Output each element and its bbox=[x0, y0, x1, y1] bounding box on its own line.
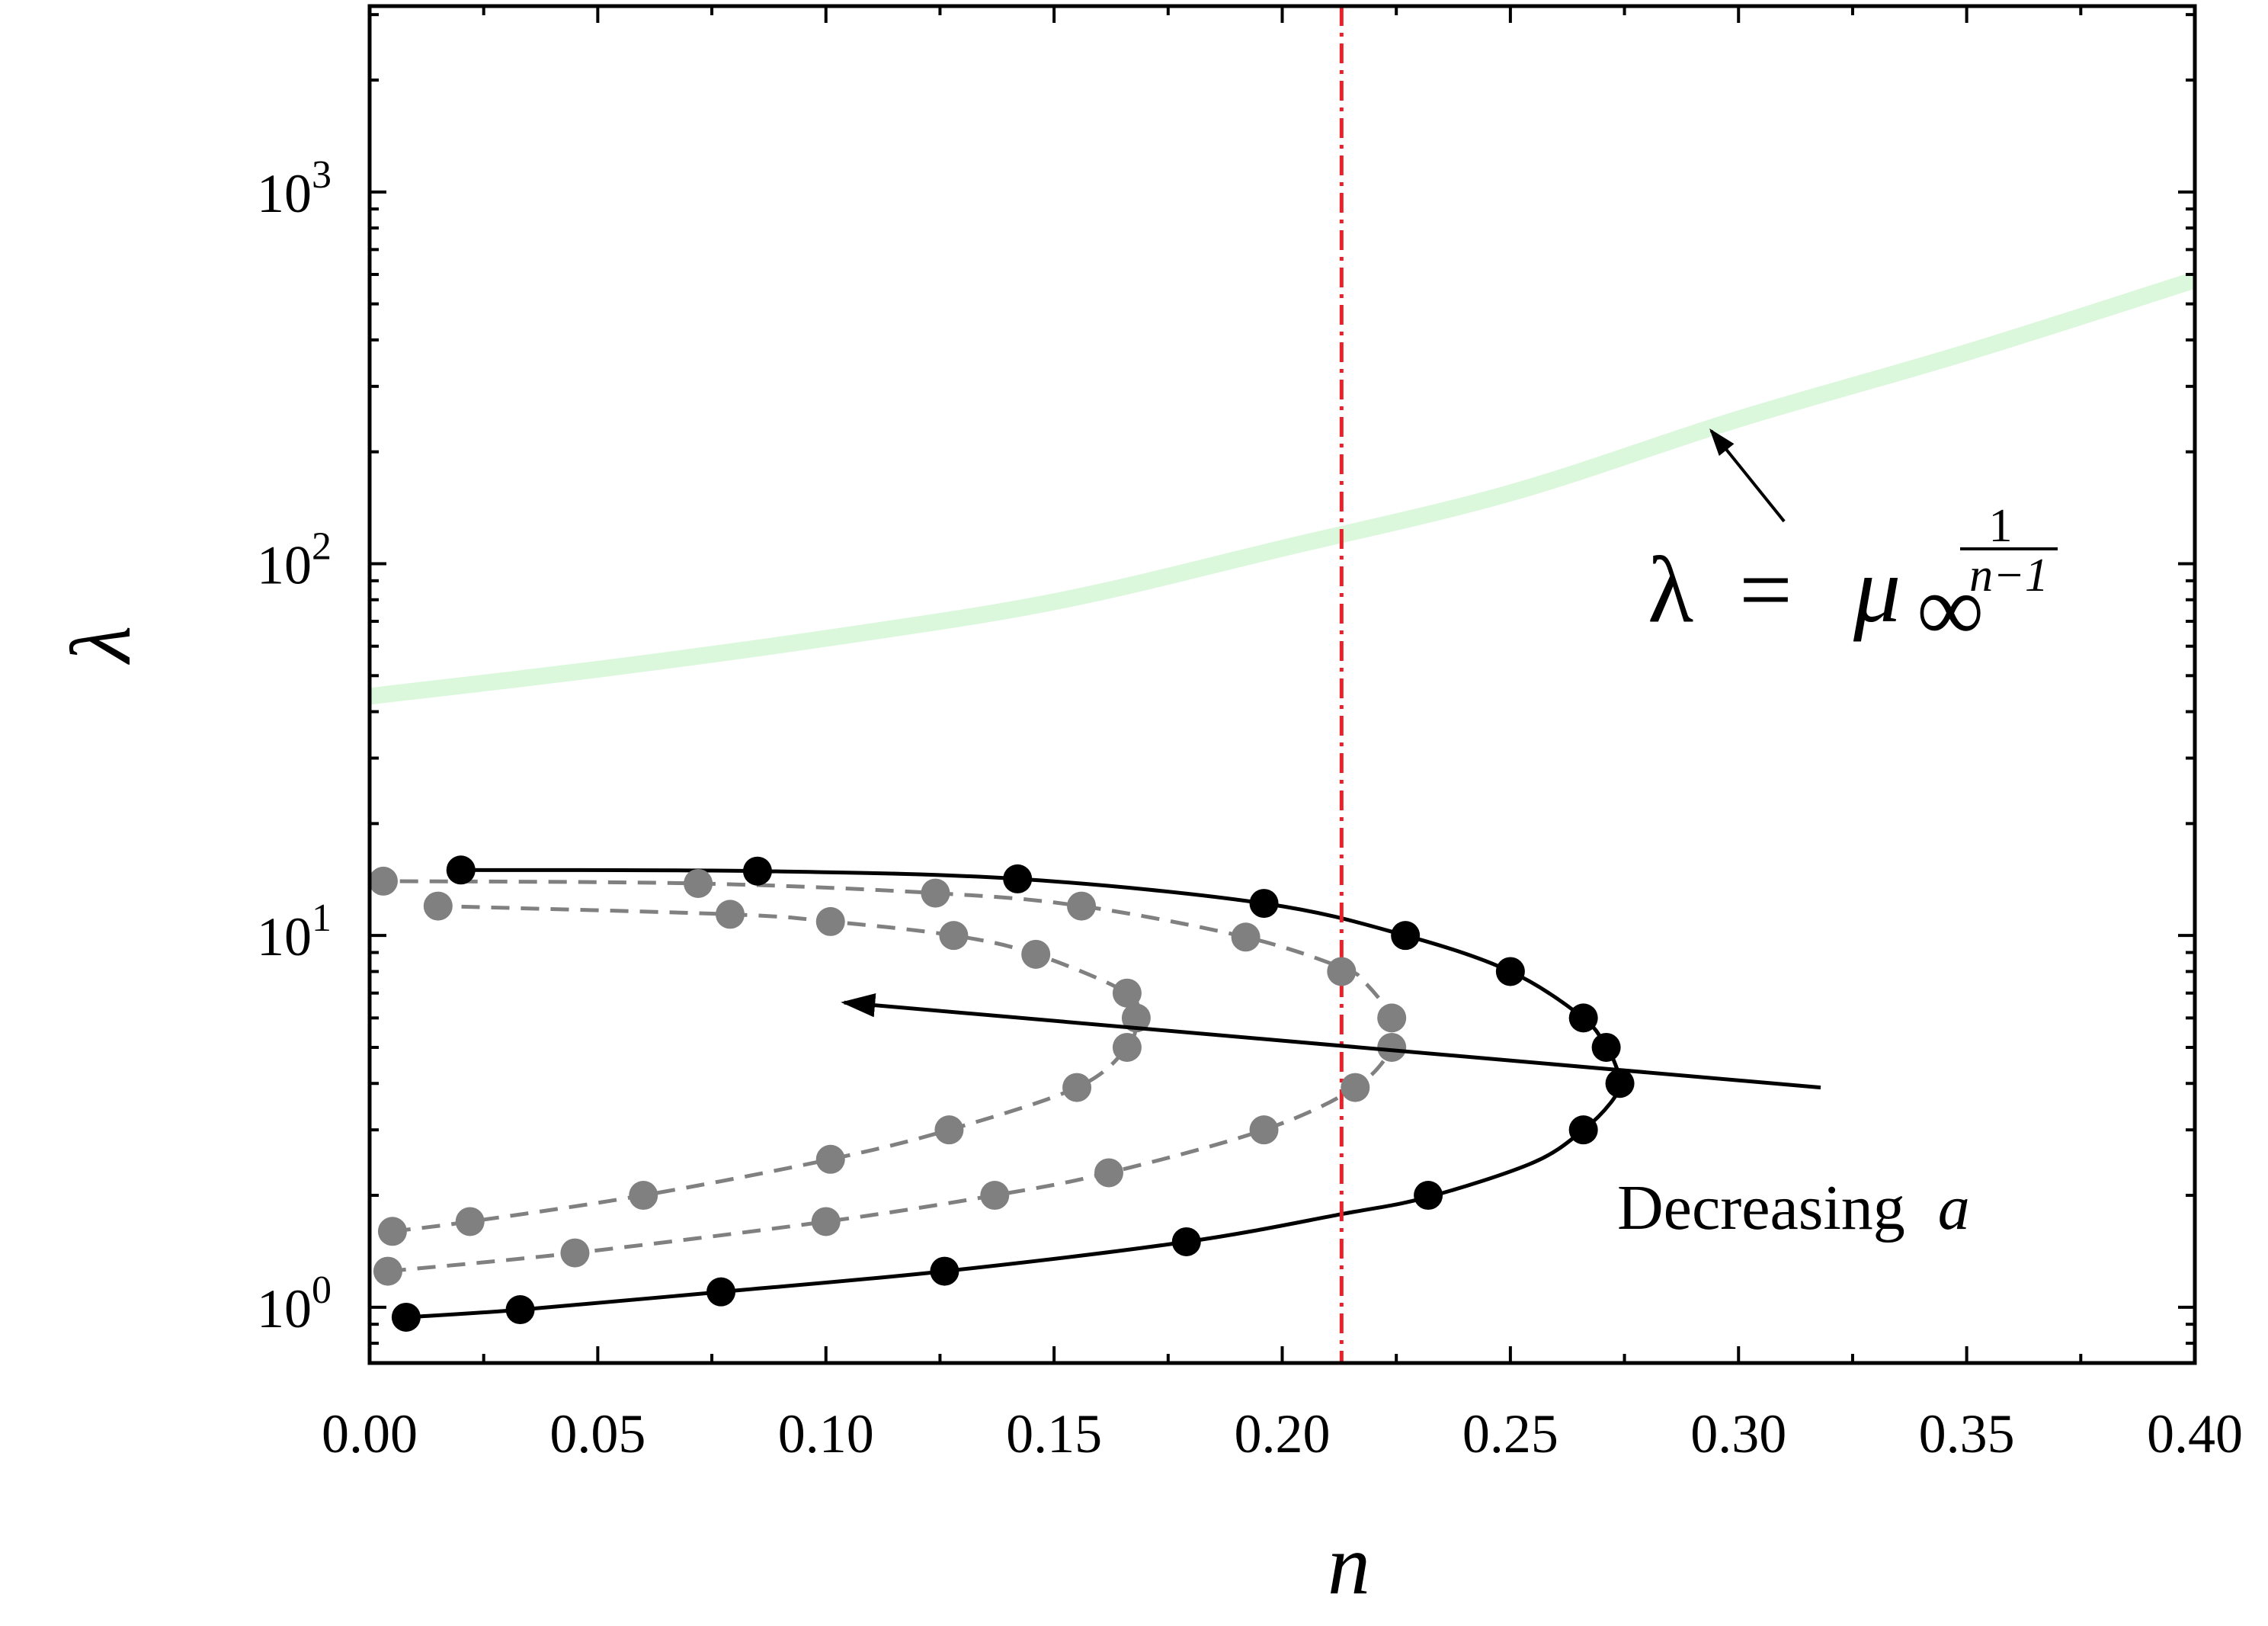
gray-data-point bbox=[1067, 891, 1097, 921]
formula-lambda: λ bbox=[1648, 537, 1693, 642]
gray-data-point bbox=[377, 1217, 407, 1246]
gray-data-point bbox=[1231, 922, 1261, 952]
gray-data-point bbox=[1021, 939, 1051, 969]
formula-mu: μ bbox=[1853, 537, 1901, 642]
gray-data-point bbox=[1062, 1073, 1092, 1102]
gray-data-point bbox=[1377, 1003, 1407, 1033]
decreasing-a-arrow bbox=[841, 993, 1821, 1090]
gray-data-point bbox=[1112, 1032, 1142, 1062]
x-tick-label: 0.00 bbox=[322, 1403, 418, 1464]
x-tick-label: 0.35 bbox=[1919, 1403, 2015, 1464]
black-data-point bbox=[742, 856, 772, 886]
x-tick-label: 0.40 bbox=[2147, 1403, 2243, 1464]
decreasing-label: Decreasing bbox=[1617, 1172, 1905, 1243]
gray-data-point bbox=[370, 866, 398, 896]
gray-data-point bbox=[560, 1238, 590, 1268]
plot-frame bbox=[367, 4, 2197, 1365]
gray-data-point bbox=[684, 868, 713, 898]
y-tick-label: 102 bbox=[257, 525, 332, 596]
black-data-point bbox=[1414, 1181, 1443, 1211]
gray-data-point bbox=[811, 1207, 841, 1236]
x-tick-label: 0.10 bbox=[778, 1403, 874, 1464]
formula-equals: = bbox=[1739, 537, 1792, 642]
formula-infinity: ∞ bbox=[1917, 556, 1984, 661]
y-tick-base: 10 bbox=[257, 163, 312, 224]
y-tick-label: 101 bbox=[257, 896, 332, 967]
x-tick-label: 0.20 bbox=[1235, 1403, 1331, 1464]
black-data-point bbox=[1568, 1115, 1598, 1145]
y-axis-title: λ bbox=[54, 626, 149, 665]
gray-data-point bbox=[716, 900, 745, 929]
black-data-point bbox=[1391, 921, 1421, 951]
gray-data-point bbox=[1112, 978, 1142, 1008]
black-data-point bbox=[1495, 957, 1525, 986]
gray-data-point bbox=[815, 906, 845, 936]
gray-data-point bbox=[1121, 1003, 1151, 1033]
black-data-point bbox=[505, 1295, 535, 1325]
gray-data-point bbox=[1249, 1115, 1279, 1145]
formula-numerator: 1 bbox=[1989, 500, 2013, 552]
black-data-point bbox=[446, 855, 476, 885]
x-tick-label: 0.15 bbox=[1006, 1403, 1102, 1464]
gray-data-point bbox=[1341, 1073, 1370, 1102]
gray-data-point bbox=[980, 1181, 1010, 1211]
black-data-point bbox=[391, 1302, 421, 1332]
gray-data-point bbox=[455, 1207, 485, 1236]
gray-data-point bbox=[1327, 957, 1357, 986]
y-tick-label: 100 bbox=[257, 1268, 332, 1339]
asymptote-formula: λ = μ ∞ 1 n−1 bbox=[1648, 500, 2058, 661]
y-tick-base: 10 bbox=[257, 906, 312, 967]
y-tick-base: 10 bbox=[257, 535, 312, 596]
gray-data-point bbox=[373, 1256, 402, 1286]
formula-denominator: n−1 bbox=[1969, 550, 2049, 601]
decreasing-a-annotation: Decreasing a bbox=[1617, 1172, 1970, 1243]
black-data-point bbox=[1568, 1003, 1598, 1033]
y-tick-exponent: 3 bbox=[312, 153, 332, 197]
x-axis-title: n bbox=[1328, 1518, 1370, 1612]
x-tick-label: 0.30 bbox=[1690, 1403, 1786, 1464]
y-tick-label: 103 bbox=[257, 153, 332, 224]
gray-data-point bbox=[934, 1115, 964, 1145]
black-data-point bbox=[1591, 1032, 1621, 1062]
black-data-point bbox=[1171, 1227, 1201, 1256]
black-data-point bbox=[1249, 889, 1279, 919]
x-tick-label: 0.25 bbox=[1462, 1403, 1558, 1464]
formula-pointer-arrow bbox=[1709, 428, 1786, 523]
black-data-point bbox=[930, 1256, 959, 1286]
y-tick-base: 10 bbox=[257, 1278, 312, 1339]
black-data-point bbox=[1003, 864, 1033, 893]
y-tick-exponent: 0 bbox=[312, 1268, 332, 1312]
black-data-point bbox=[706, 1277, 736, 1307]
gray-data-point bbox=[423, 891, 453, 921]
decreasing-variable: a bbox=[1938, 1172, 1970, 1243]
y-tick-exponent: 2 bbox=[312, 525, 332, 569]
black-data-point bbox=[1605, 1069, 1635, 1098]
asymptote-curve bbox=[370, 271, 2195, 705]
gray-data-point bbox=[629, 1181, 658, 1211]
gray-data-point bbox=[939, 921, 969, 951]
y-tick-exponent: 1 bbox=[312, 896, 332, 940]
gray-data-point bbox=[921, 878, 950, 908]
gray-data-point bbox=[1377, 1032, 1407, 1062]
gray-data-point bbox=[1094, 1158, 1123, 1188]
gray-data-point bbox=[815, 1144, 845, 1174]
x-tick-label: 0.05 bbox=[549, 1403, 645, 1464]
